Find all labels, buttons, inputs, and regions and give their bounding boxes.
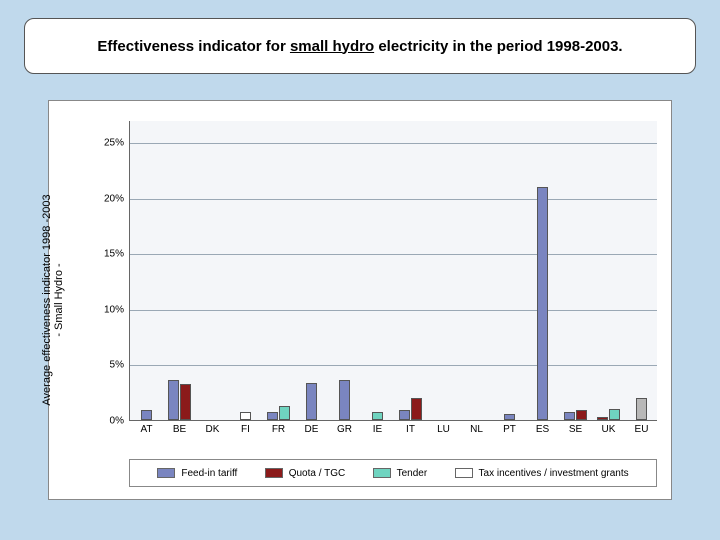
y-tick-label: 0% <box>110 416 124 427</box>
bar <box>267 412 278 420</box>
bar <box>180 384 191 420</box>
gridline <box>130 143 657 144</box>
x-tick-label: GR <box>337 424 352 435</box>
x-tick-label: ES <box>536 424 549 435</box>
bar-group <box>564 410 587 420</box>
legend-item: Feed-in tariff <box>157 468 237 479</box>
gridline <box>130 365 657 366</box>
y-tick-label: 10% <box>104 304 124 315</box>
bar-group <box>372 412 383 420</box>
bar <box>168 380 179 420</box>
bar <box>636 398 647 420</box>
bar <box>306 383 317 420</box>
bar-group <box>399 398 422 420</box>
bar <box>279 406 290 420</box>
y-axis-label-line2: - Small Hydro - <box>53 263 65 336</box>
bar <box>399 410 410 420</box>
y-tick-label: 25% <box>104 138 124 149</box>
title-prefix: Effectiveness indicator for <box>97 38 290 55</box>
legend-item: Tax incentives / investment grants <box>455 468 629 479</box>
legend-swatch <box>373 468 391 478</box>
title-underlined: small hydro <box>290 38 374 55</box>
y-tick-label: 5% <box>110 360 124 371</box>
legend-swatch <box>265 468 283 478</box>
y-axis-label: Average effectiveness indicator 1998 -20… <box>41 150 65 450</box>
chart-frame: Average effectiveness indicator 1998 -20… <box>48 100 672 500</box>
legend-label: Quota / TGC <box>289 468 346 479</box>
bar <box>597 417 608 420</box>
plot-area: 0%5%10%15%20%25%ATBEDKFIFRDEGRIEITLUNLPT… <box>129 121 657 421</box>
gridline <box>130 254 657 255</box>
legend-item: Tender <box>373 468 428 479</box>
bar-group <box>267 406 290 420</box>
bar-group <box>504 414 515 420</box>
bar <box>339 380 350 420</box>
bar <box>411 398 422 420</box>
x-tick-label: SE <box>569 424 582 435</box>
x-tick-label: LU <box>437 424 450 435</box>
bar-group <box>597 409 620 420</box>
x-tick-label: FR <box>272 424 285 435</box>
legend-label: Feed-in tariff <box>181 468 237 479</box>
bar-group <box>636 398 647 420</box>
gridline <box>130 310 657 311</box>
x-tick-label: AT <box>140 424 152 435</box>
x-tick-label: NL <box>470 424 483 435</box>
bar <box>576 410 587 420</box>
legend-swatch <box>157 468 175 478</box>
legend-swatch <box>455 468 473 478</box>
bar <box>504 414 515 420</box>
bar-group <box>306 383 317 420</box>
legend: Feed-in tariff Quota / TGC Tender Tax incen… <box>129 459 657 487</box>
x-tick-label: EU <box>635 424 649 435</box>
title-suffix: electricity in the period 1998-2003. <box>374 38 622 55</box>
y-tick-label: 15% <box>104 249 124 260</box>
bar-group <box>537 187 548 420</box>
bar <box>537 187 548 420</box>
bar <box>240 412 251 420</box>
x-tick-label: UK <box>602 424 616 435</box>
x-tick-label: DE <box>305 424 319 435</box>
legend-item: Quota / TGC <box>265 468 346 479</box>
chart-title: Effectiveness indicator for small hydro … <box>97 38 622 55</box>
bar <box>564 412 575 420</box>
y-axis-label-line1: Average effectiveness indicator 1998 -20… <box>41 194 53 405</box>
legend-label: Tax incentives / investment grants <box>479 468 629 479</box>
x-tick-label: IT <box>406 424 415 435</box>
bar <box>141 410 152 420</box>
bar-group <box>339 380 350 420</box>
y-tick-label: 20% <box>104 193 124 204</box>
bar-group <box>240 412 251 420</box>
x-tick-label: FI <box>241 424 250 435</box>
bar <box>609 409 620 420</box>
legend-label: Tender <box>397 468 428 479</box>
bar <box>372 412 383 420</box>
x-tick-label: DK <box>206 424 220 435</box>
x-tick-label: IE <box>373 424 382 435</box>
gridline <box>130 199 657 200</box>
bar-group <box>168 380 191 420</box>
chart-title-box: Effectiveness indicator for small hydro … <box>24 18 696 74</box>
x-tick-label: PT <box>503 424 516 435</box>
x-tick-label: BE <box>173 424 186 435</box>
bar-group <box>141 410 152 420</box>
